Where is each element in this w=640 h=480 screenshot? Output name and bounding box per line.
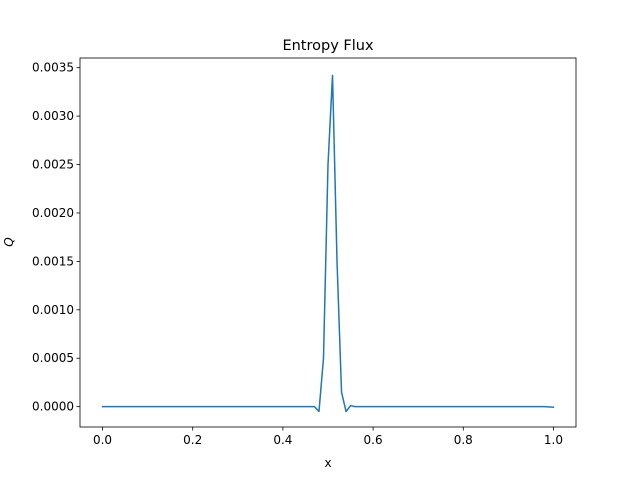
y-tick-label: 0.0025 — [32, 158, 74, 172]
x-tick-label: 0.6 — [364, 433, 383, 447]
x-tick-label: 0.8 — [454, 433, 473, 447]
x-tick-label: 0.2 — [183, 433, 202, 447]
chart-title: Entropy Flux — [282, 38, 374, 54]
plot-area — [80, 58, 576, 427]
series-layer — [101, 74, 555, 413]
x-axis-label: x — [324, 456, 331, 470]
y-axis-label: Q — [2, 237, 16, 246]
series-line — [101, 74, 555, 413]
x-tick-label: 1.0 — [544, 433, 563, 447]
y-tick-label: 0.0020 — [32, 206, 74, 220]
x-tick-label: 0.4 — [273, 433, 292, 447]
plot-frame — [79, 57, 577, 428]
y-tick-label: 0.0035 — [32, 61, 74, 75]
x-tick-label: 0.0 — [93, 433, 112, 447]
y-tick-label: 0.0005 — [32, 351, 74, 365]
y-axis-ticks: 0.0000 0.0005 0.0010 0.0015 0.0020 0.0025 0.00… — [32, 61, 80, 414]
x-axis-ticks: 0.0 0.2 0.4 0.6 0.8 1.0 — [93, 427, 563, 447]
y-tick-label: 0.0000 — [32, 400, 74, 414]
y-tick-label: 0.0030 — [32, 109, 74, 123]
y-tick-label: 0.0015 — [32, 254, 74, 268]
y-tick-label: 0.0010 — [32, 303, 74, 317]
